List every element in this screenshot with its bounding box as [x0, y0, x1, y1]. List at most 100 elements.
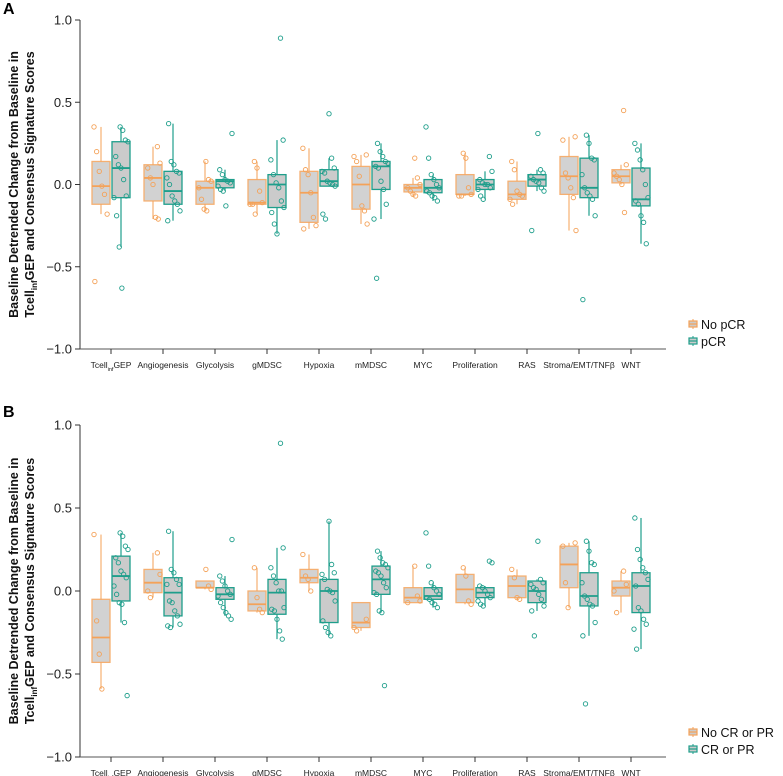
x-tick-label: mMDSC — [355, 768, 387, 776]
data-point — [277, 440, 284, 446]
data-point — [165, 623, 171, 629]
box-group-cr-or-pr — [371, 548, 391, 689]
data-point — [589, 196, 596, 202]
data-point — [540, 580, 546, 586]
data-point — [529, 608, 535, 614]
data-point — [363, 152, 369, 158]
data-point — [251, 158, 258, 165]
data-point — [580, 296, 586, 303]
data-point — [118, 165, 124, 171]
data-point — [177, 621, 183, 627]
data-point — [536, 591, 542, 597]
data-point — [537, 576, 544, 583]
data-point — [281, 204, 287, 211]
data-point — [591, 561, 597, 568]
data-point — [321, 170, 328, 176]
data-point — [643, 241, 649, 247]
data-point — [269, 606, 275, 612]
data-point — [169, 599, 175, 606]
x-tick-label: TcellinfGEP — [91, 360, 132, 373]
x-tick-label: Stroma/EMT/TNFβ — [543, 768, 615, 776]
data-point — [205, 583, 212, 589]
data-point — [385, 160, 391, 166]
data-point — [632, 140, 638, 147]
data-point — [115, 162, 122, 168]
data-point — [377, 148, 383, 155]
data-point — [588, 560, 595, 566]
legend-label: No CR or PR — [701, 726, 774, 740]
data-point — [460, 565, 466, 571]
data-point — [463, 573, 469, 579]
data-point — [152, 214, 159, 221]
data-point — [276, 185, 282, 191]
data-point — [122, 137, 129, 143]
data-point — [433, 588, 440, 594]
box-group-no-cr-or-pr — [507, 566, 527, 602]
data-point — [215, 593, 221, 599]
data-point — [519, 193, 525, 199]
data-point — [364, 221, 370, 227]
data-point — [619, 181, 625, 188]
data-point — [122, 543, 129, 549]
y-tick-label: 0.5 — [54, 95, 72, 110]
data-point — [217, 167, 223, 173]
box-group-no-cr-or-pr — [299, 551, 319, 594]
data-point — [587, 193, 593, 199]
data-point — [252, 211, 258, 217]
data-point — [173, 576, 180, 583]
data-point — [271, 608, 278, 614]
data-point — [270, 573, 277, 579]
box-group-no-cr-or-pr — [195, 566, 215, 592]
data-point — [623, 581, 629, 588]
data-point — [613, 609, 620, 616]
data-point — [172, 608, 178, 614]
box-group-no-pcr — [403, 155, 423, 199]
data-point — [383, 585, 389, 591]
data-point — [378, 178, 384, 184]
box-group-cr-or-pr — [215, 536, 235, 622]
box-iqr — [247, 178, 267, 205]
data-point — [584, 190, 590, 196]
data-point — [586, 548, 592, 554]
x-tick-label: RAS — [518, 768, 536, 776]
y-tick-label: 0.5 — [54, 501, 72, 516]
data-point — [165, 218, 171, 224]
x-tick-label: Hypoxia — [304, 768, 335, 776]
box-iqr — [267, 173, 287, 209]
data-point — [417, 181, 423, 188]
data-point — [167, 624, 174, 631]
data-point — [640, 565, 646, 571]
data-point — [385, 565, 391, 571]
data-point — [274, 231, 280, 237]
data-point — [436, 185, 442, 191]
data-point — [278, 588, 285, 594]
data-point — [274, 616, 280, 622]
data-point — [219, 578, 226, 584]
data-point — [270, 171, 277, 178]
data-point — [305, 576, 311, 583]
data-point — [511, 167, 518, 173]
data-point — [92, 278, 98, 285]
data-point — [540, 170, 546, 176]
box-group-no-pcr — [611, 107, 631, 216]
data-point — [591, 157, 597, 163]
box-group-no-pcr — [507, 158, 527, 207]
data-point — [516, 596, 523, 602]
box-group-no-cr-or-pr — [143, 550, 163, 601]
data-point — [147, 175, 154, 181]
data-point — [645, 576, 651, 583]
data-point — [509, 566, 515, 573]
data-point — [157, 571, 163, 578]
y-tick-label: −1.0 — [46, 750, 72, 765]
data-point — [475, 598, 481, 604]
data-point — [229, 536, 235, 543]
data-point — [125, 546, 131, 553]
data-point — [507, 196, 513, 202]
box-group-no-pcr — [559, 134, 579, 234]
data-point — [426, 596, 433, 602]
data-point — [583, 132, 590, 138]
data-point — [477, 601, 484, 607]
data-point — [168, 566, 174, 573]
data-point — [538, 185, 545, 191]
box-group-cr-or-pr — [423, 530, 443, 611]
